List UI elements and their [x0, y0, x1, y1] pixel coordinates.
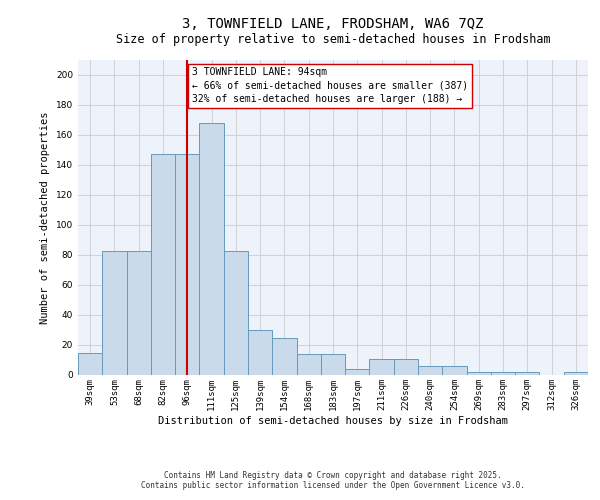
Bar [491, 372, 515, 375]
Bar [151, 154, 175, 375]
Text: Size of property relative to semi-detached houses in Frodsham: Size of property relative to semi-detach… [116, 32, 550, 46]
Bar [175, 154, 199, 375]
Bar [515, 372, 539, 375]
Bar [296, 354, 321, 375]
Bar [199, 123, 224, 375]
Bar [345, 369, 370, 375]
Bar [418, 366, 442, 375]
Text: Contains HM Land Registry data © Crown copyright and database right 2025.
Contai: Contains HM Land Registry data © Crown c… [141, 470, 525, 490]
Bar [394, 358, 418, 375]
Bar [370, 358, 394, 375]
Y-axis label: Number of semi-detached properties: Number of semi-detached properties [40, 112, 50, 324]
Text: 3 TOWNFIELD LANE: 94sqm
← 66% of semi-detached houses are smaller (387)
32% of s: 3 TOWNFIELD LANE: 94sqm ← 66% of semi-de… [192, 68, 468, 104]
Text: 3, TOWNFIELD LANE, FRODSHAM, WA6 7QZ: 3, TOWNFIELD LANE, FRODSHAM, WA6 7QZ [182, 18, 484, 32]
Bar [224, 250, 248, 375]
Bar [467, 372, 491, 375]
Bar [442, 366, 467, 375]
Bar [127, 250, 151, 375]
Bar [78, 352, 102, 375]
Bar [102, 250, 127, 375]
Bar [564, 372, 588, 375]
Bar [248, 330, 272, 375]
Bar [321, 354, 345, 375]
X-axis label: Distribution of semi-detached houses by size in Frodsham: Distribution of semi-detached houses by … [158, 416, 508, 426]
Bar [272, 338, 296, 375]
